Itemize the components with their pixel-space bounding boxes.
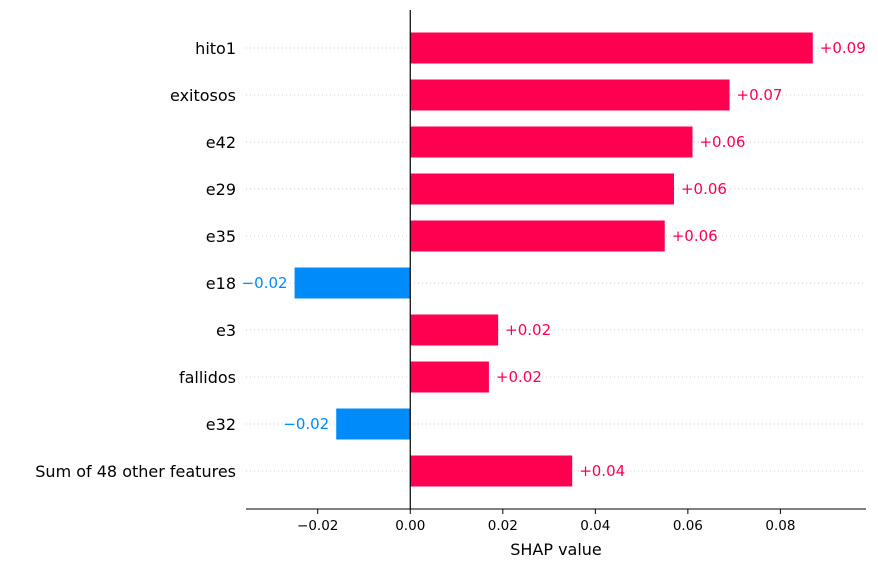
x-ticks: −0.02 0.00 0.02 0.04 0.06 0.08 <box>297 509 795 534</box>
x-tick-label: 0.04 <box>580 518 610 534</box>
guide-lines <box>246 47 866 472</box>
feature-labels: hito1 exitosos e42 e29 e35 e18 e3 fallidos e32 Su… <box>35 39 236 481</box>
feature-label: Sum of 48 other features <box>35 462 236 481</box>
value-label: +0.02 <box>505 321 551 339</box>
bar <box>410 220 665 252</box>
value-label: −0.02 <box>242 274 288 292</box>
feature-label: e35 <box>206 227 236 246</box>
x-axis: −0.02 0.00 0.02 0.04 0.06 0.08 SHAP value <box>246 508 866 559</box>
bars <box>294 32 813 487</box>
feature-label: fallidos <box>179 368 236 387</box>
value-label: +0.02 <box>496 368 542 386</box>
bar <box>294 267 411 299</box>
feature-label: e18 <box>206 274 236 293</box>
x-axis-title: SHAP value <box>510 540 602 559</box>
x-tick-label: 0.06 <box>673 518 703 534</box>
value-label: +0.07 <box>737 86 783 104</box>
value-label: +0.04 <box>579 462 625 480</box>
feature-label: e32 <box>206 415 236 434</box>
bar <box>336 408 411 440</box>
bar <box>410 455 573 487</box>
bar <box>410 79 730 111</box>
feature-label: e3 <box>216 321 236 340</box>
feature-label: e29 <box>206 180 236 199</box>
bar <box>410 32 813 64</box>
bar <box>410 126 693 158</box>
bar <box>410 314 499 346</box>
value-label: +0.09 <box>820 39 866 57</box>
value-label: −0.02 <box>283 415 329 433</box>
x-tick-label: 0.08 <box>765 518 795 534</box>
value-label: +0.06 <box>699 133 745 151</box>
feature-label: hito1 <box>195 39 236 58</box>
value-label: +0.06 <box>681 180 727 198</box>
feature-label: e42 <box>206 133 236 152</box>
x-tick-label: −0.02 <box>297 518 338 534</box>
value-label: +0.06 <box>672 227 718 245</box>
bar <box>410 361 489 393</box>
value-labels: +0.09 +0.07 +0.06 +0.06 +0.06 −0.02 +0.02 +0.02… <box>242 39 866 480</box>
x-tick-label: 0.02 <box>488 518 518 534</box>
feature-label: exitosos <box>170 86 236 105</box>
x-tick-label: 0.00 <box>395 518 425 534</box>
bar <box>410 173 674 205</box>
